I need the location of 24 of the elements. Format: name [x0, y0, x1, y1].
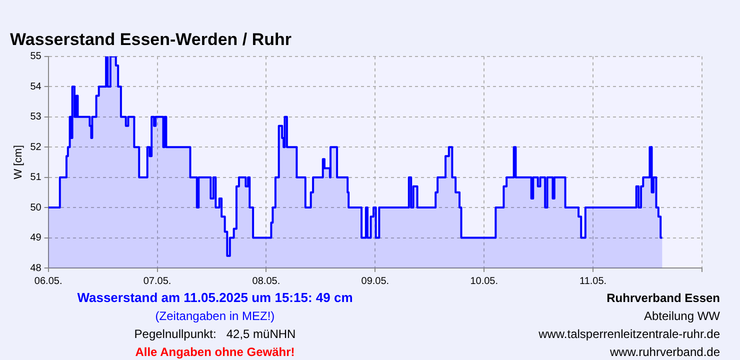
x-tick-label: 08.05.	[252, 276, 280, 287]
y-tick-label: 51	[30, 172, 42, 184]
y-tick-label: 49	[30, 232, 42, 244]
y-tick-label: 53	[30, 112, 42, 123]
y-tick-label: 54	[30, 81, 42, 92]
x-tick-label: 09.05.	[361, 276, 390, 287]
text: www.ruhrverband.de	[608, 344, 720, 360]
y-tick-label: 55	[30, 51, 42, 62]
text: Pegelnullpunkt: 42,5 müNHN	[133, 326, 297, 342]
x-tick-label: 06.05.	[34, 276, 62, 287]
chart-title: Wasserstand Essen-Werden / Ruhr	[10, 30, 292, 49]
y-tick-label: 52	[30, 142, 42, 153]
text: www.talsperrenleitzentrale-ruhr.de	[538, 326, 720, 342]
text: (Zeitangaben in MEZ!)	[154, 308, 276, 324]
y-axis-title: W [cm]	[12, 145, 25, 180]
text: Wasserstand am 11.05.2025 um 15:15: 49 cm	[76, 290, 354, 306]
text: Abteilung WW	[642, 308, 720, 324]
x-tick-label: 07.05.	[143, 276, 172, 287]
y-tick-label: 50	[30, 202, 42, 214]
y-tick-label: 48	[30, 262, 42, 274]
text: Alle Angaben ohne Gewähr!	[134, 344, 296, 360]
text: Ruhrverband Essen	[606, 290, 720, 306]
x-tick-label: 10.05.	[470, 276, 498, 287]
x-tick-label: 11.05.	[580, 276, 607, 287]
